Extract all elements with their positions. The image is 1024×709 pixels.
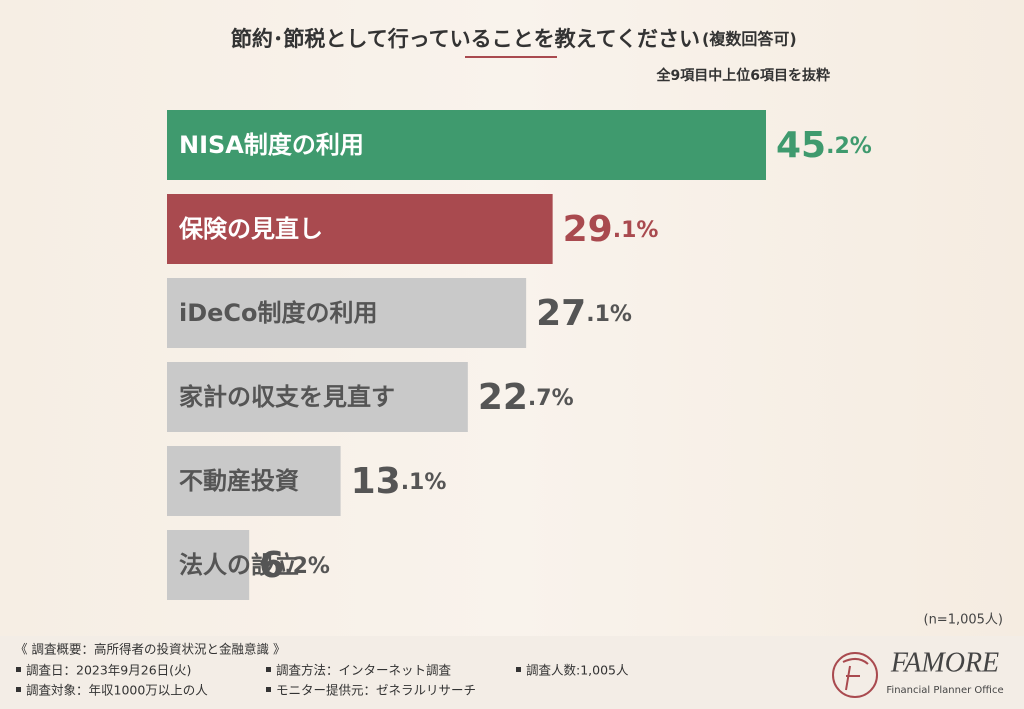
category-label: 法人の設立 — [179, 551, 299, 579]
bar — [167, 278, 527, 348]
category-label: NISA制度の利用 — [179, 131, 364, 159]
footer-item: 調査人数:1,005人 — [526, 663, 629, 678]
subtitle: 全9項目中上位6項目を抜粋 — [656, 67, 830, 84]
value-label: 27.1% — [536, 293, 632, 334]
bar — [167, 530, 250, 600]
value-label: 22.7% — [478, 377, 574, 418]
bar — [167, 194, 553, 264]
sample-note: (n=1,005人) — [924, 613, 1004, 628]
footer-heading: 《 調査概要：高所得者の投資状況と金融意識 》 — [15, 642, 285, 657]
logo-mark — [832, 652, 878, 698]
bar — [167, 110, 766, 180]
category-label: 家計の収支を見直す — [179, 383, 395, 411]
value-label: 6.2% — [259, 545, 330, 586]
bullet — [516, 667, 521, 672]
category-label: iDeCo制度の利用 — [179, 299, 378, 327]
title-note: (複数回答可) — [702, 30, 797, 49]
bullet — [16, 687, 21, 692]
footer-item: 調査対象：年収1000万以上の人 — [26, 683, 208, 698]
value-label: 29.1% — [563, 209, 659, 250]
bar — [167, 362, 468, 432]
bullet — [16, 667, 21, 672]
logo-tagline: Financial Planner Office — [886, 685, 1003, 696]
footer-item: 調査方法：インターネット調査 — [276, 663, 452, 678]
logo-name: FAMORE — [890, 647, 999, 678]
category-label: 不動産投資 — [179, 467, 299, 495]
bullet — [266, 667, 271, 672]
bullet — [266, 687, 271, 692]
bar — [167, 446, 341, 516]
value-label: 45.2% — [776, 125, 872, 166]
footer-item: モニター提供元：ゼネラルリサーチ — [276, 683, 476, 698]
value-label: 13.1% — [351, 461, 447, 502]
category-label: 保険の見直し — [178, 215, 323, 243]
logo-glyph — [842, 658, 869, 691]
logo: FAMORE Financial Planner Office — [832, 647, 1004, 698]
footer-item: 調査日：2023年9月26日(火) — [26, 663, 191, 678]
chart-title: 節約･節税として行っていることを教えてください — [231, 27, 700, 51]
